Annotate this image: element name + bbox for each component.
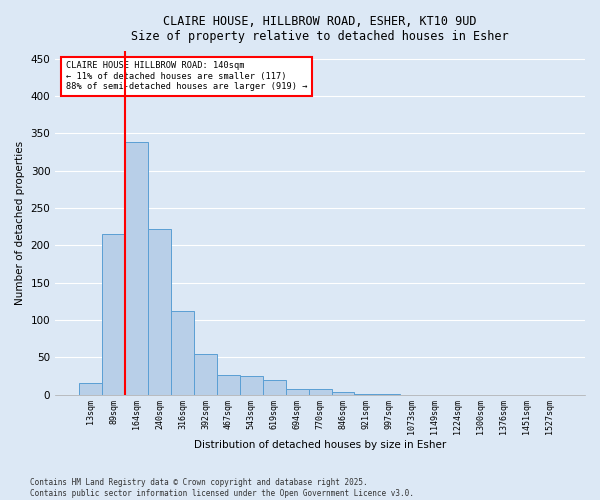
Bar [102, 234, 125, 394]
Bar [308, 390, 332, 394]
Bar [194, 354, 217, 395]
Bar [332, 392, 355, 394]
Bar [240, 376, 263, 394]
Bar [125, 142, 148, 395]
Bar [286, 388, 308, 394]
Bar [263, 380, 286, 394]
X-axis label: Distribution of detached houses by size in Esher: Distribution of detached houses by size … [194, 440, 446, 450]
Bar [79, 384, 102, 394]
Text: CLAIRE HOUSE HILLBROW ROAD: 140sqm
← 11% of detached houses are smaller (117)
88: CLAIRE HOUSE HILLBROW ROAD: 140sqm ← 11%… [66, 62, 307, 91]
Bar [171, 311, 194, 394]
Text: Contains HM Land Registry data © Crown copyright and database right 2025.
Contai: Contains HM Land Registry data © Crown c… [30, 478, 414, 498]
Title: CLAIRE HOUSE, HILLBROW ROAD, ESHER, KT10 9UD
Size of property relative to detach: CLAIRE HOUSE, HILLBROW ROAD, ESHER, KT10… [131, 15, 509, 43]
Y-axis label: Number of detached properties: Number of detached properties [15, 141, 25, 305]
Bar [148, 229, 171, 394]
Bar [217, 375, 240, 394]
